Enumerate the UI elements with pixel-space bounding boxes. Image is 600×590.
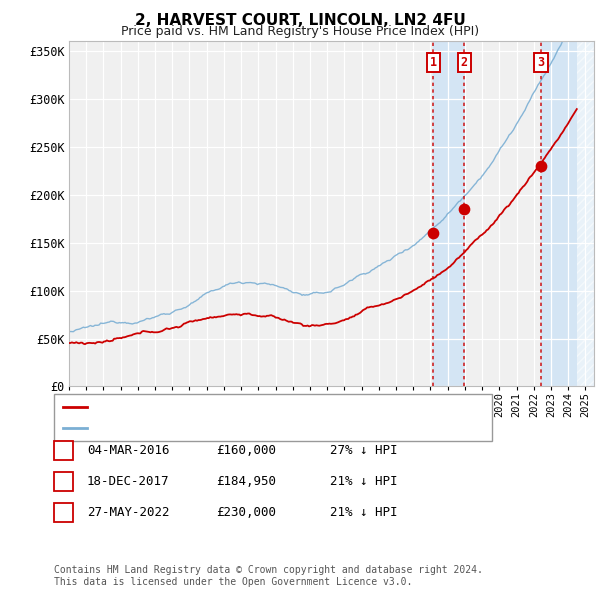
Text: 2, HARVEST COURT, LINCOLN, LN2 4FU (detached house): 2, HARVEST COURT, LINCOLN, LN2 4FU (deta… bbox=[93, 402, 437, 412]
Text: 2: 2 bbox=[60, 475, 67, 488]
Text: 18-DEC-2017: 18-DEC-2017 bbox=[87, 475, 170, 488]
Text: 27% ↓ HPI: 27% ↓ HPI bbox=[330, 444, 398, 457]
Text: Price paid vs. HM Land Registry's House Price Index (HPI): Price paid vs. HM Land Registry's House … bbox=[121, 25, 479, 38]
Text: £230,000: £230,000 bbox=[216, 506, 276, 519]
Text: 04-MAR-2016: 04-MAR-2016 bbox=[87, 444, 170, 457]
Text: £184,950: £184,950 bbox=[216, 475, 276, 488]
Point bbox=[460, 204, 469, 214]
Text: 21% ↓ HPI: 21% ↓ HPI bbox=[330, 475, 398, 488]
Text: 1: 1 bbox=[430, 56, 437, 69]
Text: 2: 2 bbox=[461, 56, 468, 69]
Text: 2, HARVEST COURT, LINCOLN, LN2 4FU: 2, HARVEST COURT, LINCOLN, LN2 4FU bbox=[134, 13, 466, 28]
Text: 1: 1 bbox=[60, 444, 67, 457]
Bar bbox=[433, 41, 464, 386]
Bar bbox=[577, 41, 594, 386]
Text: Contains HM Land Registry data © Crown copyright and database right 2024.
This d: Contains HM Land Registry data © Crown c… bbox=[54, 565, 483, 587]
Point bbox=[428, 228, 438, 238]
Text: 3: 3 bbox=[60, 506, 67, 519]
Text: 27-MAY-2022: 27-MAY-2022 bbox=[87, 506, 170, 519]
Text: HPI: Average price, detached house, Lincoln: HPI: Average price, detached house, Linc… bbox=[93, 422, 383, 432]
Text: 3: 3 bbox=[537, 56, 544, 69]
Bar bbox=[541, 41, 594, 386]
Text: £160,000: £160,000 bbox=[216, 444, 276, 457]
Point bbox=[536, 161, 545, 171]
Text: 21% ↓ HPI: 21% ↓ HPI bbox=[330, 506, 398, 519]
